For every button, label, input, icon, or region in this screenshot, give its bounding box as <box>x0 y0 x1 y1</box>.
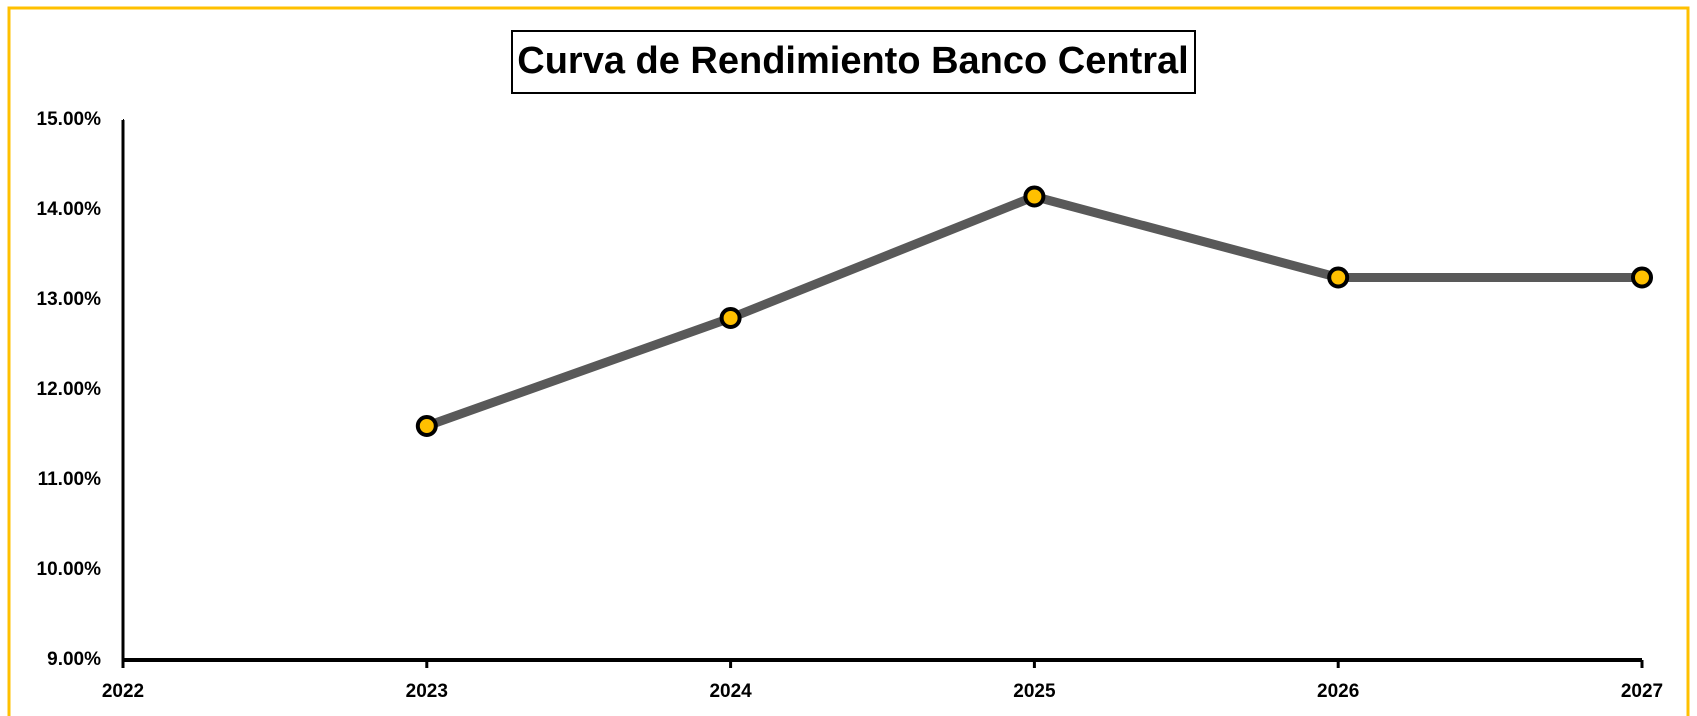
y-tick-label: 14.00% <box>37 199 102 220</box>
x-tick-label: 2027 <box>1621 681 1663 702</box>
y-tick-label: 11.00% <box>38 469 101 490</box>
data-point <box>1327 266 1350 289</box>
data-point <box>415 415 438 437</box>
data-point <box>1631 266 1653 289</box>
title-box <box>511 30 1196 94</box>
x-tick-label: 2025 <box>1013 681 1056 702</box>
x-tick-label: 2023 <box>406 681 448 702</box>
y-tick-label: 10.00% <box>37 559 102 580</box>
y-tick-label: 15.00% <box>37 109 102 130</box>
y-tick-label: 12.00% <box>37 379 102 400</box>
data-point <box>719 307 742 329</box>
chart-frame <box>7 6 1690 716</box>
y-tick-label: 9.00% <box>47 649 101 670</box>
x-tick-label: 2026 <box>1317 681 1359 702</box>
data-point <box>1023 185 1046 208</box>
x-tick-label: 2024 <box>709 681 752 702</box>
y-tick-label: 13.00% <box>37 289 102 310</box>
x-tick-label: 2022 <box>102 681 144 702</box>
chart-title: Curva de Rendimiento Banco Central <box>517 40 1188 82</box>
